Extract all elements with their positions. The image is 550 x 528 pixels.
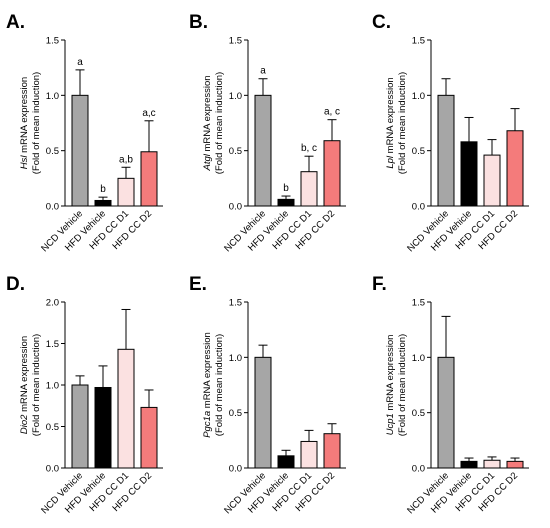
- y-tick-label: 1.0: [229, 91, 242, 102]
- panel-label: B.: [189, 12, 208, 33]
- y-tick-label: 1.0: [46, 381, 59, 392]
- bar: [300, 171, 318, 207]
- chart-panel-6: F. Ucp1 mRNA expression(Fold of mean indu…: [372, 274, 529, 516]
- panel-label: C.: [372, 12, 391, 33]
- significance-label: a: [260, 66, 266, 77]
- y-tick-label: 1.5: [229, 298, 242, 309]
- y-tick-label: 1.0: [229, 353, 242, 364]
- y-axis-label: Ucp1 mRNA expression(Fold of mean induct…: [385, 334, 408, 436]
- y-axis-label: Pgc1a mRNA expression(Fold of mean induc…: [202, 332, 225, 438]
- bar: [117, 348, 135, 469]
- bar: [277, 455, 295, 469]
- y-tick-label: 1.0: [412, 91, 425, 102]
- y-axis-label: Hsl mRNA expression(Fold of mean inducti…: [19, 72, 42, 174]
- chart-panel-5: E. Pgc1a mRNA expression(Fold of mean ind…: [189, 274, 346, 516]
- y-tick-label: 0.0: [412, 464, 425, 475]
- bar: [323, 433, 341, 469]
- y-tick-label: 0.0: [229, 202, 242, 213]
- y-tick-label: 0.0: [229, 464, 242, 475]
- bar: [483, 154, 501, 207]
- bar: [254, 94, 272, 207]
- y-tick-label: 0.5: [46, 422, 59, 433]
- chart-panel-4: D. Dio2 mRNA expression(Fold of mean indu…: [6, 274, 163, 516]
- significance-label: a, c: [324, 107, 340, 118]
- bar: [506, 460, 524, 469]
- bar: [506, 130, 524, 207]
- bar: [437, 356, 455, 469]
- panel-label: E.: [189, 274, 207, 295]
- y-axis-label: Lpl mRNA expression(Fold of mean inducti…: [385, 72, 408, 174]
- bar: [140, 151, 158, 207]
- y-tick-label: 2.0: [46, 298, 59, 309]
- y-tick-label: 1.5: [412, 298, 425, 309]
- bar: [277, 198, 295, 207]
- significance-label: b: [100, 184, 106, 195]
- y-tick-label: 1.5: [412, 36, 425, 47]
- bar: [460, 141, 478, 207]
- y-tick-label: 1.5: [46, 36, 59, 47]
- y-tick-label: 1.5: [229, 36, 242, 47]
- bar: [140, 406, 158, 469]
- bar: [71, 94, 89, 207]
- y-axis-label: Atgl mRNA expression(Fold of mean induct…: [202, 72, 225, 174]
- significance-label: b, c: [301, 143, 317, 154]
- bar: [483, 459, 501, 469]
- chart-panel-1: A. Hsl mRNA expression(Fold of mean induc…: [6, 12, 163, 254]
- y-tick-label: 0.5: [229, 146, 242, 157]
- significance-label: a,c: [142, 108, 155, 119]
- bar: [254, 356, 272, 469]
- bar: [460, 460, 478, 469]
- y-tick-label: 0.5: [229, 408, 242, 419]
- panel-label: A.: [6, 12, 25, 33]
- panel-label: F.: [372, 274, 387, 295]
- y-tick-label: 1.5: [46, 339, 59, 350]
- y-tick-label: 1.0: [412, 353, 425, 364]
- bar: [323, 140, 341, 207]
- y-tick-label: 0.0: [46, 464, 59, 475]
- y-tick-label: 0.0: [412, 202, 425, 213]
- panel-label: D.: [6, 274, 25, 295]
- y-tick-label: 1.0: [46, 91, 59, 102]
- significance-label: a: [77, 57, 83, 68]
- bar: [94, 199, 112, 207]
- bar: [71, 384, 89, 469]
- y-tick-label: 0.0: [46, 202, 59, 213]
- significance-label: b: [283, 183, 289, 194]
- chart-panel-3: C. Lpl mRNA expression(Fold of mean induc…: [372, 12, 529, 254]
- y-tick-label: 0.5: [412, 408, 425, 419]
- y-tick-label: 0.5: [412, 146, 425, 157]
- bar: [300, 440, 318, 469]
- y-tick-label: 0.5: [46, 146, 59, 157]
- bar: [94, 386, 112, 469]
- bar: [117, 177, 135, 207]
- bar: [437, 94, 455, 207]
- significance-label: a,b: [119, 154, 133, 165]
- y-axis-label: Dio2 mRNA expression(Fold of mean induct…: [19, 334, 42, 436]
- chart-panel-2: B. Atgl mRNA expression(Fold of mean indu…: [189, 12, 346, 254]
